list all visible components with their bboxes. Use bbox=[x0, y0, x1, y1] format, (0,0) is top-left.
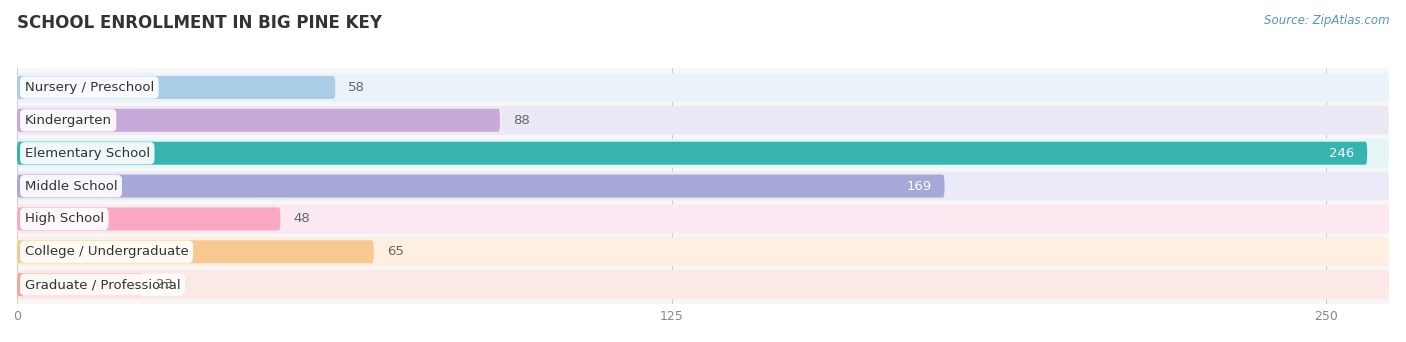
FancyBboxPatch shape bbox=[17, 270, 1389, 299]
FancyBboxPatch shape bbox=[17, 106, 1389, 135]
Text: 58: 58 bbox=[349, 81, 366, 94]
Text: Elementary School: Elementary School bbox=[25, 147, 150, 160]
Text: SCHOOL ENROLLMENT IN BIG PINE KEY: SCHOOL ENROLLMENT IN BIG PINE KEY bbox=[17, 14, 382, 32]
Text: Middle School: Middle School bbox=[25, 180, 117, 193]
FancyBboxPatch shape bbox=[17, 172, 1389, 200]
FancyBboxPatch shape bbox=[17, 237, 1389, 266]
FancyBboxPatch shape bbox=[17, 73, 1389, 102]
Text: 48: 48 bbox=[294, 212, 311, 225]
FancyBboxPatch shape bbox=[17, 205, 1389, 233]
FancyBboxPatch shape bbox=[17, 76, 335, 99]
Text: 169: 169 bbox=[907, 180, 931, 193]
FancyBboxPatch shape bbox=[17, 109, 501, 132]
Text: College / Undergraduate: College / Undergraduate bbox=[25, 245, 188, 258]
FancyBboxPatch shape bbox=[17, 240, 374, 263]
FancyBboxPatch shape bbox=[17, 273, 143, 296]
FancyBboxPatch shape bbox=[17, 174, 945, 198]
Text: Source: ZipAtlas.com: Source: ZipAtlas.com bbox=[1264, 14, 1389, 27]
FancyBboxPatch shape bbox=[17, 139, 1389, 168]
FancyBboxPatch shape bbox=[17, 208, 280, 231]
Text: 88: 88 bbox=[513, 114, 530, 127]
Text: 23: 23 bbox=[156, 278, 173, 291]
Text: 246: 246 bbox=[1329, 147, 1354, 160]
Text: Kindergarten: Kindergarten bbox=[25, 114, 111, 127]
Text: 65: 65 bbox=[387, 245, 404, 258]
Text: Nursery / Preschool: Nursery / Preschool bbox=[25, 81, 155, 94]
FancyBboxPatch shape bbox=[17, 142, 1367, 165]
Text: Graduate / Professional: Graduate / Professional bbox=[25, 278, 180, 291]
Text: High School: High School bbox=[25, 212, 104, 225]
